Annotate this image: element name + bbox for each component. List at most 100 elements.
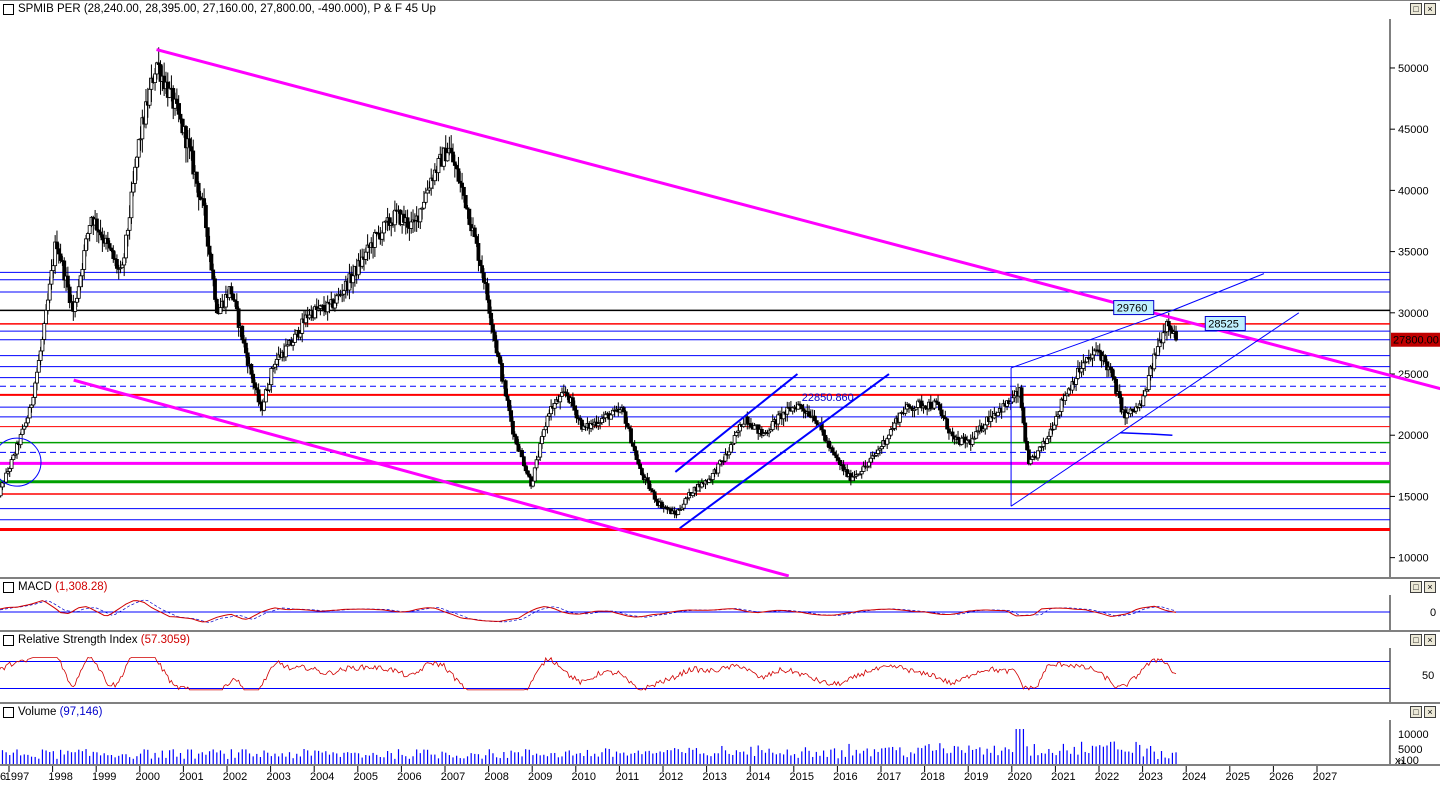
price-pane[interactable]: SPMIB PER (28,240.00, 28,395.00, 27,160.…	[0, 0, 1440, 578]
candle-body	[123, 258, 126, 265]
candle-body	[637, 460, 640, 464]
candle-body	[541, 436, 544, 443]
time-tick-label: 2002	[223, 771, 247, 783]
candle-body	[553, 403, 556, 408]
candle-body	[241, 326, 244, 340]
price-chart[interactable]: 1000015000200002500030000350004000045000…	[0, 1, 1440, 578]
candle-body	[112, 251, 115, 259]
candle-body	[393, 210, 396, 225]
trend-line	[1151, 434, 1173, 435]
rsi-pane[interactable]: Relative Strength Index (57.3059) □ × 50	[0, 631, 1440, 703]
last-price-label: 27800.00	[1393, 335, 1439, 347]
candle-body	[121, 265, 124, 268]
candle-body	[52, 266, 55, 271]
candle-body	[99, 232, 102, 235]
time-tick-label: 2004	[310, 771, 334, 783]
candle-body	[984, 425, 987, 429]
candle-body	[898, 413, 901, 422]
macd-chart[interactable]: 0	[0, 579, 1440, 631]
trend-line	[680, 374, 889, 528]
candle-body	[455, 165, 458, 168]
time-tick-label: 2017	[877, 771, 901, 783]
candle-body	[1029, 459, 1032, 463]
candle-body	[66, 276, 69, 287]
time-tick-label: 2023	[1138, 771, 1162, 783]
candle-body	[426, 190, 429, 193]
candle-body	[46, 300, 49, 310]
time-tick-label: 2010	[572, 771, 596, 783]
candle-body	[886, 439, 889, 445]
candle-body	[749, 424, 752, 427]
candle-body	[244, 343, 247, 353]
candle-body	[1091, 355, 1094, 358]
candle-body	[528, 474, 531, 477]
rsi-chart[interactable]: 50	[0, 632, 1440, 703]
candle-body	[1167, 321, 1170, 325]
macd-pane[interactable]: MACD (1,308.28) □ × 0	[0, 578, 1440, 631]
candle-body	[869, 458, 872, 462]
time-tick-label: 2025	[1226, 771, 1250, 783]
candle-body	[511, 421, 514, 434]
candle-body	[522, 457, 525, 466]
time-tick-label: 2022	[1095, 771, 1119, 783]
candle-body	[1142, 396, 1145, 406]
candle-body	[130, 192, 133, 218]
price-tick-label: 20000	[1398, 430, 1429, 442]
candle-body	[929, 402, 932, 408]
candle-body	[1175, 332, 1178, 340]
time-tick-label: 2005	[354, 771, 378, 783]
time-tick-label: 1999	[92, 771, 116, 783]
candle-body	[1113, 377, 1116, 380]
candle-body	[1026, 441, 1029, 449]
candle-body	[23, 426, 26, 429]
candle-body	[640, 469, 643, 475]
candle-body	[43, 324, 46, 340]
candle-body	[1058, 411, 1061, 415]
candle-body	[491, 325, 494, 333]
candle-body	[25, 423, 28, 426]
time-tick-label: 1998	[48, 771, 72, 783]
candle-body	[877, 450, 880, 453]
candle-body	[1046, 439, 1049, 444]
volume-tick-label: 10000	[1398, 729, 1429, 741]
candle-body	[34, 383, 37, 397]
candle-body	[192, 151, 195, 174]
candle-body	[453, 162, 456, 166]
time-tick-label: 2009	[528, 771, 552, 783]
candle-body	[284, 346, 287, 357]
candle-body	[473, 228, 476, 237]
candle-body	[510, 411, 513, 422]
candle-body	[292, 342, 295, 345]
candle-body	[273, 364, 276, 367]
candle-body	[79, 276, 82, 287]
candle-body	[626, 423, 629, 427]
candle-body	[477, 243, 480, 260]
candle-body	[335, 296, 338, 303]
candle-body	[299, 333, 302, 337]
candle-body	[868, 462, 871, 466]
candle-body	[1153, 354, 1156, 369]
candle-body	[323, 305, 326, 309]
rsi-line	[0, 658, 1176, 690]
time-tick-label: 2020	[1008, 771, 1032, 783]
candle-body	[68, 287, 71, 303]
candle-body	[134, 167, 137, 183]
candle-body	[268, 385, 271, 390]
time-tick-label: 2008	[484, 771, 508, 783]
candle-body	[364, 252, 367, 259]
candle-body	[41, 339, 44, 351]
candle-body	[19, 435, 22, 445]
time-tick-label: 2019	[964, 771, 988, 783]
time-tick-label: 2013	[702, 771, 726, 783]
price-tick-label: 30000	[1398, 308, 1429, 320]
candle-body	[546, 416, 549, 426]
candle-body	[446, 153, 449, 161]
candle-body	[461, 183, 464, 187]
candle-body	[212, 270, 215, 279]
candle-body	[257, 390, 260, 402]
candle-body	[735, 432, 738, 435]
candle-body	[5, 473, 8, 482]
candle-body	[1080, 368, 1083, 372]
